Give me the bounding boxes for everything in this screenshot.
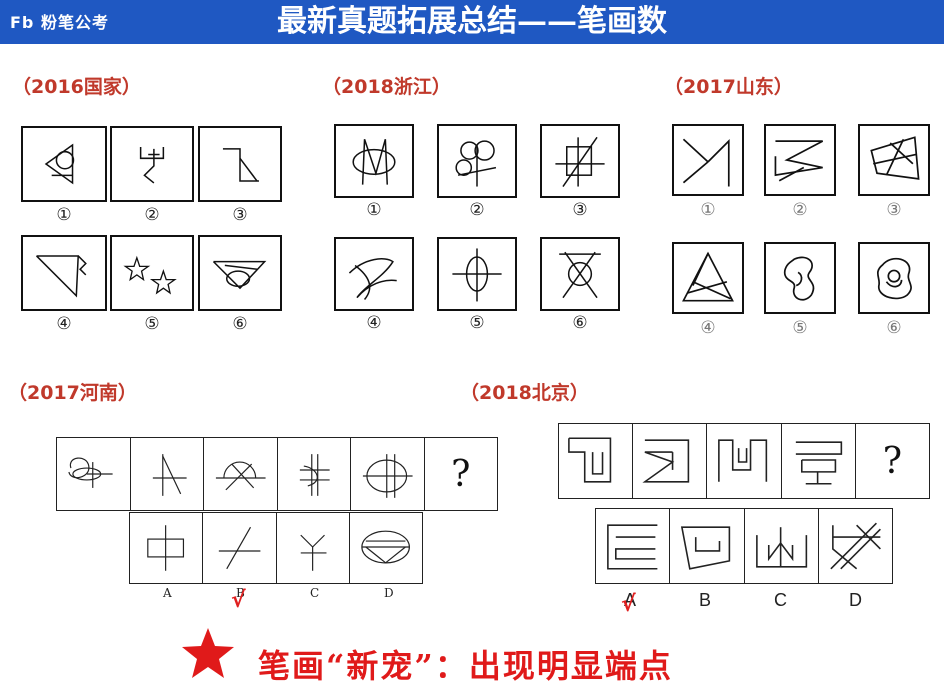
- figure-number: ⑥: [572, 313, 588, 333]
- figure-number: ③: [232, 205, 248, 225]
- brand-logo: Fb 粉笔公考: [10, 13, 109, 32]
- figure-number: ⑥: [232, 314, 248, 334]
- figure-cell: [198, 126, 282, 202]
- figure-cell: [764, 124, 836, 196]
- figure-number: ⑤: [792, 318, 808, 338]
- figure-cell: [351, 438, 425, 510]
- figure-number: ②: [144, 205, 160, 225]
- option-label-b: B: [699, 590, 712, 610]
- figure-number: ④: [56, 314, 72, 334]
- figure-cell: [110, 126, 194, 202]
- figure-cell: [672, 124, 744, 196]
- figure-number: ⑤: [144, 314, 160, 334]
- figure-cell: [21, 126, 107, 202]
- figure-number: ⑥: [886, 318, 902, 338]
- question-mark: ?: [882, 440, 903, 482]
- question-mark: ?: [451, 453, 471, 495]
- page-title: 最新真题拓展总结——笔画数: [277, 4, 667, 39]
- option-cell-a[interactable]: [130, 513, 204, 583]
- figure-cell: [204, 438, 278, 510]
- option-cell-b[interactable]: [670, 509, 745, 583]
- option-strip: [129, 512, 423, 584]
- figure-cell: [764, 242, 836, 314]
- figure-cell: [21, 235, 107, 311]
- figure-cell: [437, 124, 517, 198]
- question-strip: ?: [558, 423, 930, 499]
- section-label-2018-zhejiang: （2018浙江）: [322, 76, 451, 98]
- option-cell-d[interactable]: [819, 509, 892, 583]
- figure-number: ④: [700, 318, 716, 338]
- figure-cell: [858, 242, 930, 314]
- figure-cell: [334, 124, 414, 198]
- figure-cell: [278, 438, 351, 510]
- figure-cell: [437, 237, 517, 311]
- question-cell: ?: [425, 438, 498, 510]
- figure-number: ②: [792, 200, 808, 220]
- option-cell-c[interactable]: [277, 513, 350, 583]
- figure-cell: [131, 438, 204, 510]
- figure-cell: [858, 124, 930, 196]
- option-label-b: B: [236, 586, 245, 600]
- figure-number: ③: [572, 200, 588, 220]
- option-label-d: D: [849, 590, 862, 610]
- answer-check-mark: √: [621, 592, 636, 617]
- section-label-2016-national: （2016国家）: [12, 76, 141, 98]
- star-icon: [182, 628, 234, 678]
- header-banner: Fb 粉笔公考 最新真题拓展总结——笔画数: [0, 0, 944, 44]
- section-label-2017-henan: （2017河南）: [8, 382, 137, 404]
- section-label-2018-beijing: （2018北京）: [460, 382, 589, 404]
- option-label-a: A: [624, 590, 637, 610]
- figure-cell: [198, 235, 282, 311]
- question-strip: ?: [56, 437, 498, 511]
- figure-cell: [110, 235, 194, 311]
- figure-number: ③: [886, 200, 902, 220]
- option-cell-b[interactable]: [203, 513, 277, 583]
- figure-cell: [782, 424, 856, 498]
- figure-number: ⑤: [469, 313, 485, 333]
- option-cell-d[interactable]: [350, 513, 422, 583]
- option-label-d: D: [384, 586, 394, 600]
- summary-tip: 笔画“新宠”：出现明显端点: [258, 647, 673, 685]
- figure-cell: [672, 242, 744, 314]
- option-cell-c[interactable]: [745, 509, 819, 583]
- figure-cell: [334, 237, 414, 311]
- figure-number: ①: [700, 200, 716, 220]
- option-cell-a[interactable]: [596, 509, 671, 583]
- answer-check-mark: √: [231, 588, 246, 613]
- figure-cell: [633, 424, 708, 498]
- option-label-c: C: [310, 586, 320, 600]
- figure-number: ④: [366, 313, 382, 333]
- figure-cell: [540, 237, 620, 311]
- figure-number: ②: [469, 200, 485, 220]
- figure-cell: [540, 124, 620, 198]
- figure-cell: [57, 438, 131, 510]
- figure-cell: [707, 424, 782, 498]
- option-label-c: C: [774, 590, 787, 610]
- option-strip: [595, 508, 893, 584]
- section-label-2017-shandong: （2017山东）: [664, 76, 793, 98]
- option-label-a: A: [163, 586, 172, 600]
- question-cell: ?: [856, 424, 929, 498]
- figure-number: ①: [366, 200, 382, 220]
- figure-cell: [559, 424, 634, 498]
- figure-number: ①: [56, 205, 72, 225]
